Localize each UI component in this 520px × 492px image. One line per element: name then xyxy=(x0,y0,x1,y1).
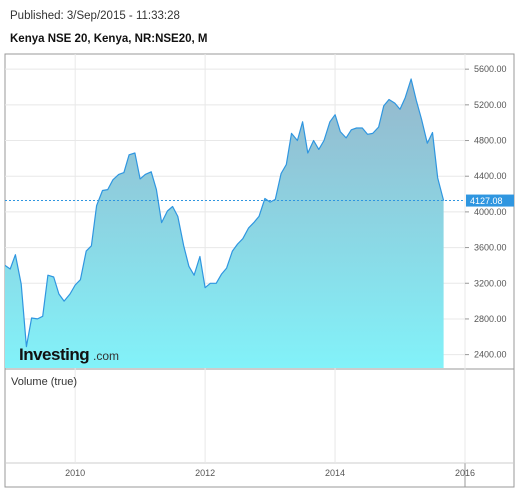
last-price-badge xyxy=(466,194,514,207)
y-tick-label: 2400.00 xyxy=(474,350,507,360)
x-axis-ticks: 2010 2012 2014 2016 xyxy=(65,468,475,478)
y-tick-label: 4800.00 xyxy=(474,136,507,146)
price-line xyxy=(5,78,445,348)
x-tick-label: 2010 xyxy=(65,468,85,478)
y-tick-label: 4000.00 xyxy=(474,207,507,217)
x-tick-label: 2016 xyxy=(455,468,475,478)
y-tick-label: 3200.00 xyxy=(474,278,507,288)
last-price-label: 4127.08 xyxy=(470,196,503,206)
chart-title: Kenya NSE 20, Kenya, NR:NSE20, M xyxy=(10,33,208,45)
investing-logo: Investing .com xyxy=(19,345,119,364)
price-area xyxy=(5,78,445,368)
x-tick-label: 2012 xyxy=(195,468,215,478)
y-tick-label: 3600.00 xyxy=(474,243,507,253)
y-tick-label: 2800.00 xyxy=(474,314,507,324)
volume-pane-label: Volume (true) xyxy=(11,376,77,388)
x-tick-label: 2014 xyxy=(325,468,345,478)
logo-text: Investing xyxy=(19,345,89,364)
y-tick-label: 4400.00 xyxy=(474,171,507,181)
published-timestamp: Published: 3/Sep/2015 - 11:33:28 xyxy=(10,10,180,22)
y-tick-label: 5200.00 xyxy=(474,100,507,110)
area-fill xyxy=(5,79,444,368)
y-tick-label: 5600.00 xyxy=(474,64,507,74)
y-axis-ticks: 2400.00 2800.00 3200.00 3600.00 4000.00 4400.… xyxy=(465,64,507,360)
logo-domain: .com xyxy=(93,349,119,363)
